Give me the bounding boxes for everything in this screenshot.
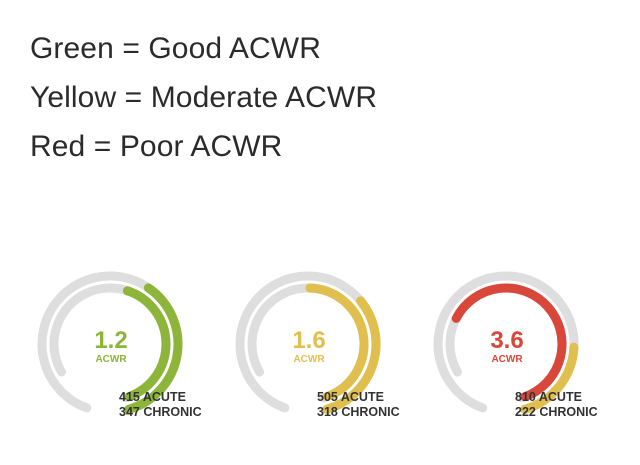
acwr-gauge-2: 1.6 ACWR 505 ACUTE 318 CHRONIC	[232, 268, 422, 428]
acute-arc	[305, 283, 369, 402]
acwr-unit-label: ACWR	[491, 354, 523, 365]
chronic-arc	[520, 342, 579, 414]
chronic-arc	[322, 296, 381, 414]
acwr-unit-label: ACWR	[95, 354, 127, 365]
legend: Green = Good ACWR Yellow = Moderate ACWR…	[30, 24, 377, 171]
chronic-load: 222 CHRONIC	[515, 405, 598, 419]
chronic-load: 347 CHRONIC	[119, 405, 202, 419]
gauge-ring	[37, 271, 183, 414]
chronic-arc	[124, 283, 183, 414]
acwr-unit-label: ACWR	[293, 354, 325, 365]
acwr-gauge-3: 3.6 ACWR 810 ACUTE 222 CHRONIC	[430, 268, 620, 428]
acute-load: 810 ACUTE	[515, 390, 582, 404]
acute-load: 505 ACUTE	[317, 390, 384, 404]
legend-red-line: Red = Poor ACWR	[30, 130, 283, 163]
chronic-load: 318 CHRONIC	[317, 405, 400, 419]
acute-arc	[451, 283, 567, 402]
acute-load: 415 ACUTE	[119, 390, 186, 404]
acute-arc	[122, 286, 171, 402]
acwr-value: 1.2	[94, 327, 128, 354]
gauge-ring	[235, 271, 381, 414]
gauge-ring	[433, 271, 579, 414]
acwr-value: 1.6	[292, 327, 326, 354]
legend-yellow-line: Yellow = Moderate ACWR	[30, 81, 378, 114]
acwr-value: 3.6	[490, 327, 524, 354]
legend-green-line: Green = Good ACWR	[30, 32, 321, 65]
acwr-gauge-1: 1.2 ACWR 415 ACUTE 347 CHRONIC	[34, 268, 224, 428]
